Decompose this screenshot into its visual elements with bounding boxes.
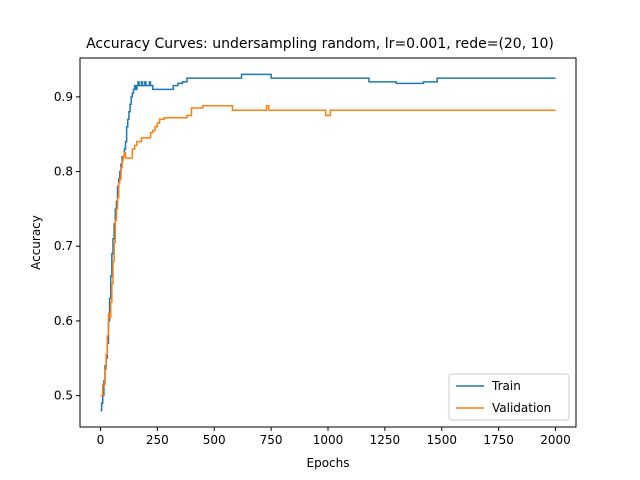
series-line-train [100,73,556,412]
x-tick-label: 500 [203,433,226,447]
x-tick-label: 1750 [483,433,514,447]
y-tick-label: 0.5 [54,389,73,403]
legend-label-validation: Validation [492,401,551,415]
x-tick-label: 1000 [313,433,344,447]
y-tick-label: 0.9 [54,90,73,104]
x-tick-label: 1250 [370,433,401,447]
legend-label-train: Train [491,379,521,393]
y-tick-label: 0.8 [54,165,73,179]
x-tick-label: 750 [260,433,283,447]
x-axis-label: Epochs [307,456,350,470]
x-tick-label: 250 [146,433,169,447]
series-line-validation [100,105,556,397]
y-tick-label: 0.7 [54,239,73,253]
y-tick-label: 0.6 [54,314,73,328]
x-tick-label: 2000 [540,433,571,447]
plot-area-frame [79,57,577,428]
legend: Train Validation [448,373,570,421]
x-tick-label: 1500 [426,433,457,447]
y-axis-label: Accuracy [29,215,43,270]
x-tick-label: 0 [97,433,105,447]
chart-title: Accuracy Curves: undersampling random, l… [86,36,554,52]
